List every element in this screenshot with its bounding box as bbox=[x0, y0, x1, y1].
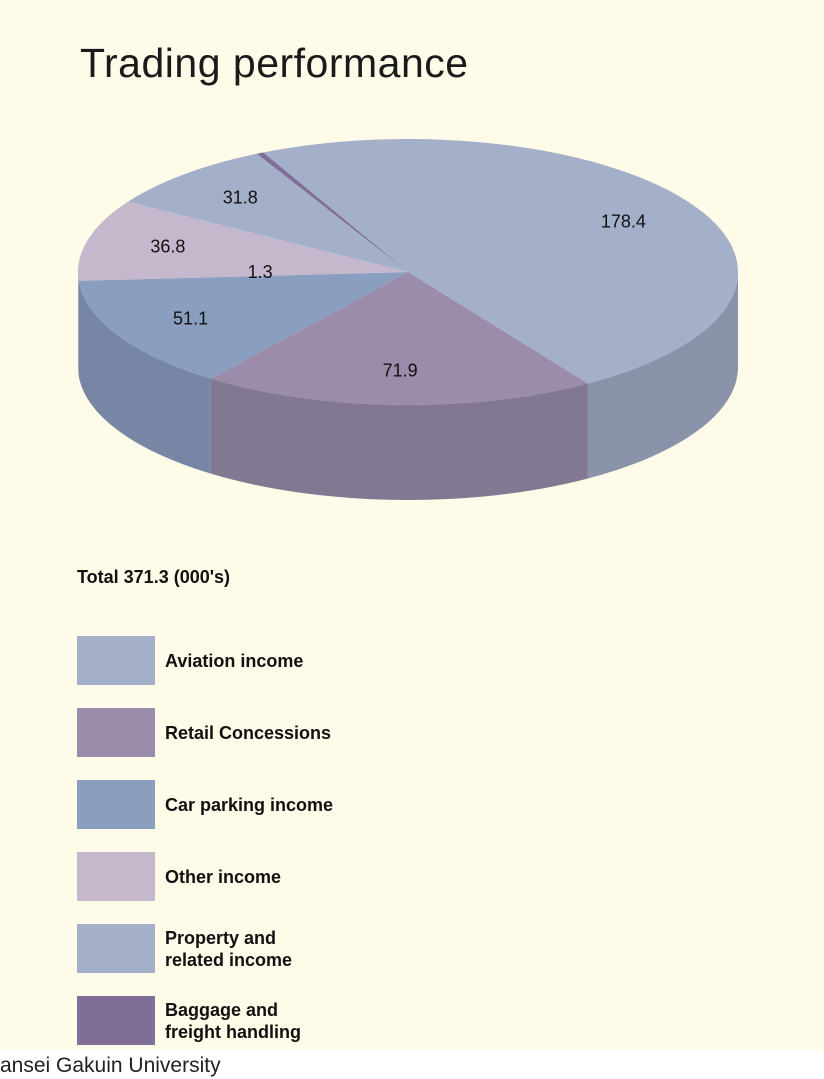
slice-side bbox=[78, 272, 79, 376]
legend-swatch bbox=[77, 852, 155, 901]
slice bbox=[78, 201, 408, 281]
slice-side-shade bbox=[78, 280, 211, 474]
legend-label: Car parking income bbox=[165, 794, 334, 815]
legend-label: Property and related income bbox=[165, 927, 293, 970]
slice-side-shade bbox=[210, 378, 588, 500]
data-label: 51.1 bbox=[173, 308, 208, 328]
legend-label: Other income bbox=[165, 866, 282, 887]
data-label: 31.8 bbox=[223, 187, 258, 207]
slice-side-shade bbox=[587, 272, 738, 479]
source: ansei Gakuin University bbox=[0, 1054, 221, 1077]
slice bbox=[263, 139, 738, 384]
chart-subtitle: Total 371.3 (000's) bbox=[77, 567, 231, 587]
legend-swatch bbox=[77, 996, 155, 1045]
slice bbox=[78, 272, 409, 379]
legend-swatch bbox=[77, 636, 155, 685]
legend-swatch bbox=[77, 780, 155, 829]
data-label: 178.4 bbox=[601, 212, 646, 232]
slice bbox=[256, 152, 408, 272]
slice bbox=[210, 272, 588, 405]
legend-swatch bbox=[77, 924, 155, 973]
legend-label: Aviation income bbox=[165, 650, 304, 671]
data-label: 71.9 bbox=[383, 360, 418, 380]
data-label: 36.8 bbox=[150, 237, 185, 257]
chart-title: Trading performance bbox=[80, 40, 469, 86]
slice-side bbox=[587, 272, 738, 479]
data-label: 1.3 bbox=[248, 262, 273, 282]
legend-swatch bbox=[77, 708, 155, 757]
slice-side-shade bbox=[78, 272, 79, 376]
slice-side bbox=[210, 378, 588, 500]
legend-label: Baggage and freight handling bbox=[165, 999, 301, 1042]
slice-side bbox=[78, 280, 211, 474]
slice bbox=[127, 153, 408, 272]
chart: 178.4 71.9 51.1 36.8 31.8 1.3 bbox=[78, 139, 738, 500]
legend-label: Retail Concessions bbox=[165, 722, 332, 743]
